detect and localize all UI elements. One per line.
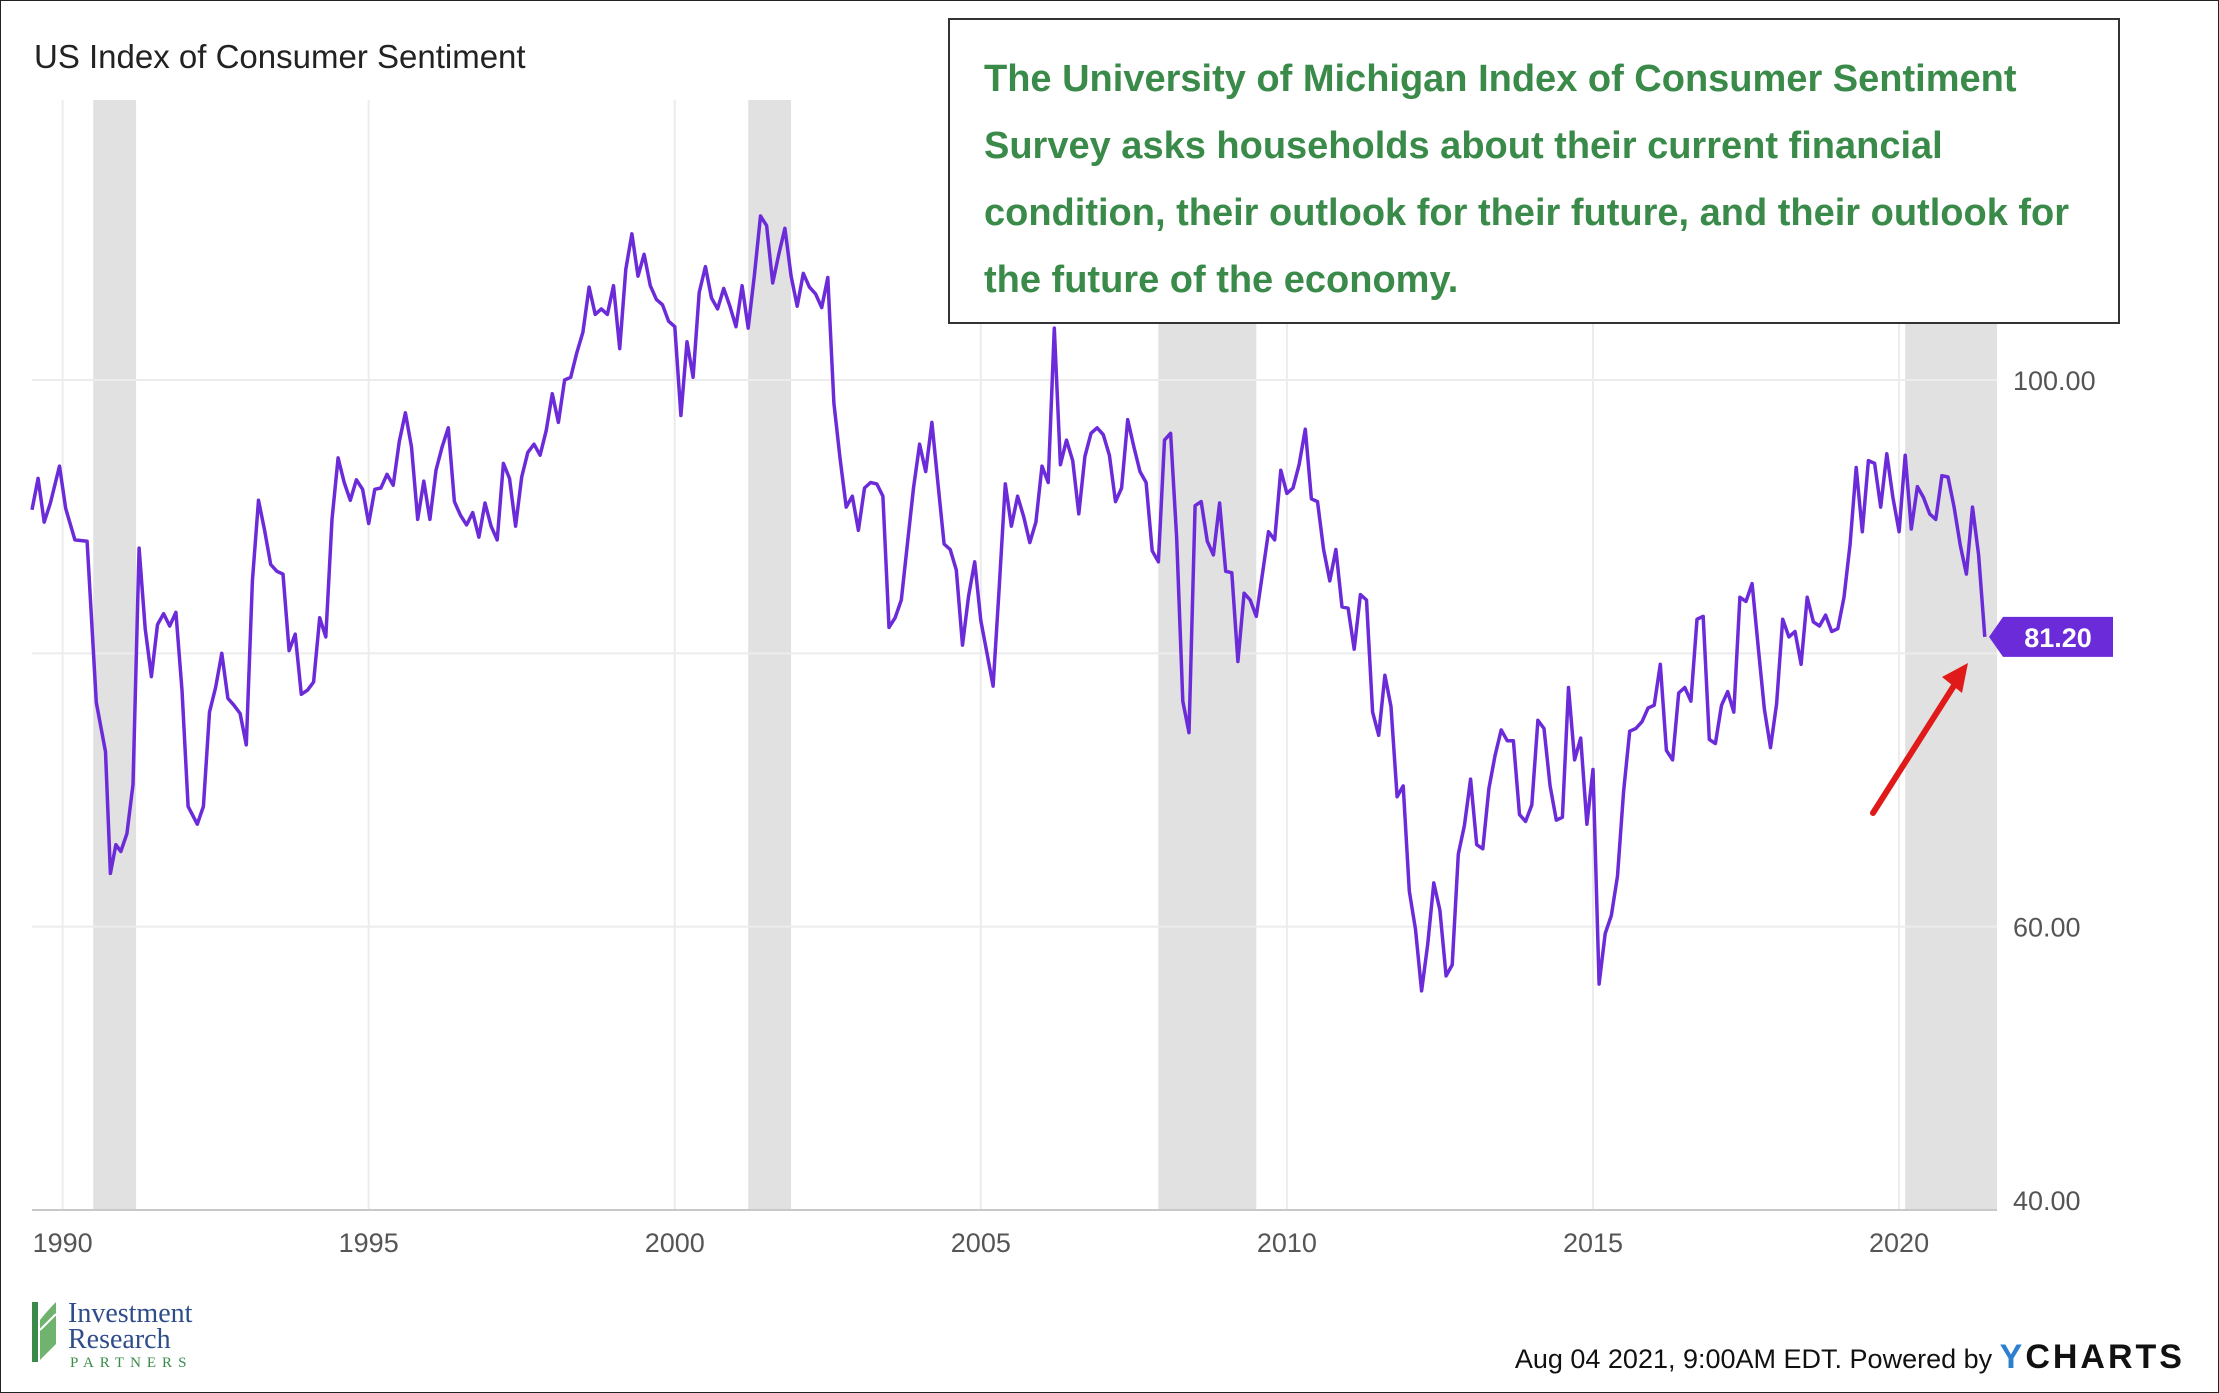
x-tick-label-2010: 2010 bbox=[1257, 1228, 1317, 1258]
last-value-label: 81.20 bbox=[2024, 623, 2092, 653]
annotation-arrow-shaft bbox=[1870, 670, 1965, 816]
series-line-group bbox=[30, 214, 1987, 993]
recession-band-2 bbox=[748, 100, 792, 1210]
footer-credit: Aug 04 2021, 9:00AM EDT. Powered by YCHA… bbox=[1515, 1338, 2185, 1377]
x-tick-label-1990: 1990 bbox=[33, 1228, 93, 1258]
gridlines bbox=[32, 100, 1997, 1210]
x-tick-label-2015: 2015 bbox=[1563, 1228, 1623, 1258]
logo-text-line2: Research bbox=[68, 1324, 171, 1355]
ycharts-brand-rest: CHARTS bbox=[2025, 1338, 2185, 1376]
logo-text-line1: Investment bbox=[68, 1298, 193, 1329]
last-value-badge bbox=[1989, 616, 2113, 657]
callout-box: The University of Michigan Index of Cons… bbox=[948, 18, 2120, 324]
ycharts-brand: YCHARTS bbox=[2000, 1338, 2185, 1376]
sentiment-series-line bbox=[30, 214, 1987, 993]
recession-band-1 bbox=[93, 100, 137, 1210]
investment-research-partners-logo: Investment Research PARTNERS bbox=[30, 1300, 250, 1372]
tick-labels: 1990 1995 2000 2005 2010 2015 2020 100.00 60.00 4… bbox=[33, 366, 2096, 1258]
annotations: 81.20 bbox=[1870, 616, 2113, 816]
y-tick-label-40.00: 40.00 bbox=[2013, 1186, 2081, 1216]
x-tick-label-2005: 2005 bbox=[951, 1228, 1011, 1258]
y-tick-label-100.00: 100.00 bbox=[2013, 366, 2096, 396]
x-tick-label-1995: 1995 bbox=[339, 1228, 399, 1258]
logo-text-line3: PARTNERS bbox=[70, 1355, 193, 1371]
annotation-arrow-head bbox=[1942, 663, 1968, 693]
chart-title: US Index of Consumer Sentiment bbox=[34, 38, 526, 75]
ycharts-brand-y: Y bbox=[1999, 1338, 2026, 1376]
x-tick-label-2000: 2000 bbox=[645, 1228, 705, 1258]
leaf-logo-icon bbox=[32, 1302, 57, 1362]
y-tick-label-60.00: 60.00 bbox=[2013, 913, 2081, 943]
footer-credit-text: Aug 04 2021, 9:00AM EDT. Powered by bbox=[1514, 1344, 2000, 1374]
callout-text: The University of Michigan Index of Cons… bbox=[984, 58, 2070, 301]
x-tick-label-2020: 2020 bbox=[1869, 1228, 1929, 1258]
